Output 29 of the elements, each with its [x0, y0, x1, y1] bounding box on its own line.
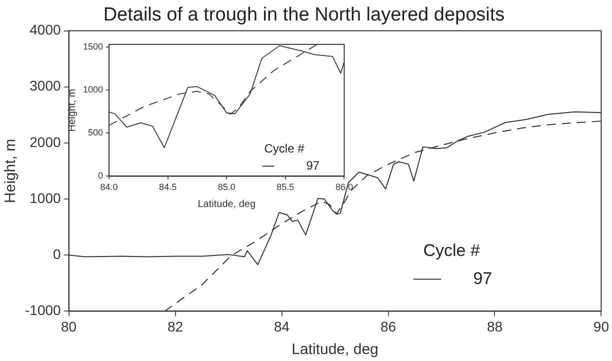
x-tick-label: 86 [380, 318, 396, 334]
x-tick-label: 85.5 [276, 182, 294, 192]
text: 97 [306, 158, 320, 173]
x-axis-title: Latitude, deg [198, 198, 256, 210]
y-tick-label: 4000 [30, 22, 62, 38]
y-axis-title: Height, m [66, 88, 78, 132]
x-tick-label: 90 [593, 318, 610, 334]
x-tick-label: 82 [168, 318, 184, 334]
x-tick-label: 84.0 [100, 182, 118, 192]
y-tick-label: 1500 [82, 41, 104, 52]
x-tick-label: 88 [486, 318, 503, 334]
x-tick-label: 85.0 [218, 182, 236, 192]
y-tick-label: 500 [88, 128, 104, 138]
y-tick-label: 2000 [30, 134, 62, 150]
y-tick-label: 3000 [30, 78, 62, 94]
y-axis-title: Height, m [2, 138, 20, 204]
x-tick-label: 84.5 [159, 182, 177, 192]
chart-title: Details of a trough in the North layered deposits [103, 4, 505, 26]
y-tick-label: 0 [98, 170, 104, 181]
legend-label: 97 [473, 268, 492, 288]
x-axis-title: Latitude, deg [292, 341, 378, 358]
legend-title: Cycle # [264, 142, 305, 156]
x-tick-label: 84 [274, 318, 290, 334]
x-tick-label: 80 [61, 318, 77, 334]
y-tick-label: 1000 [82, 84, 104, 95]
y-tick-label: 0 [53, 246, 62, 262]
y-tick-label: 1000 [30, 190, 62, 206]
y-tick-label: -1000 [24, 302, 62, 318]
legend-title: Cycle # [423, 240, 480, 260]
